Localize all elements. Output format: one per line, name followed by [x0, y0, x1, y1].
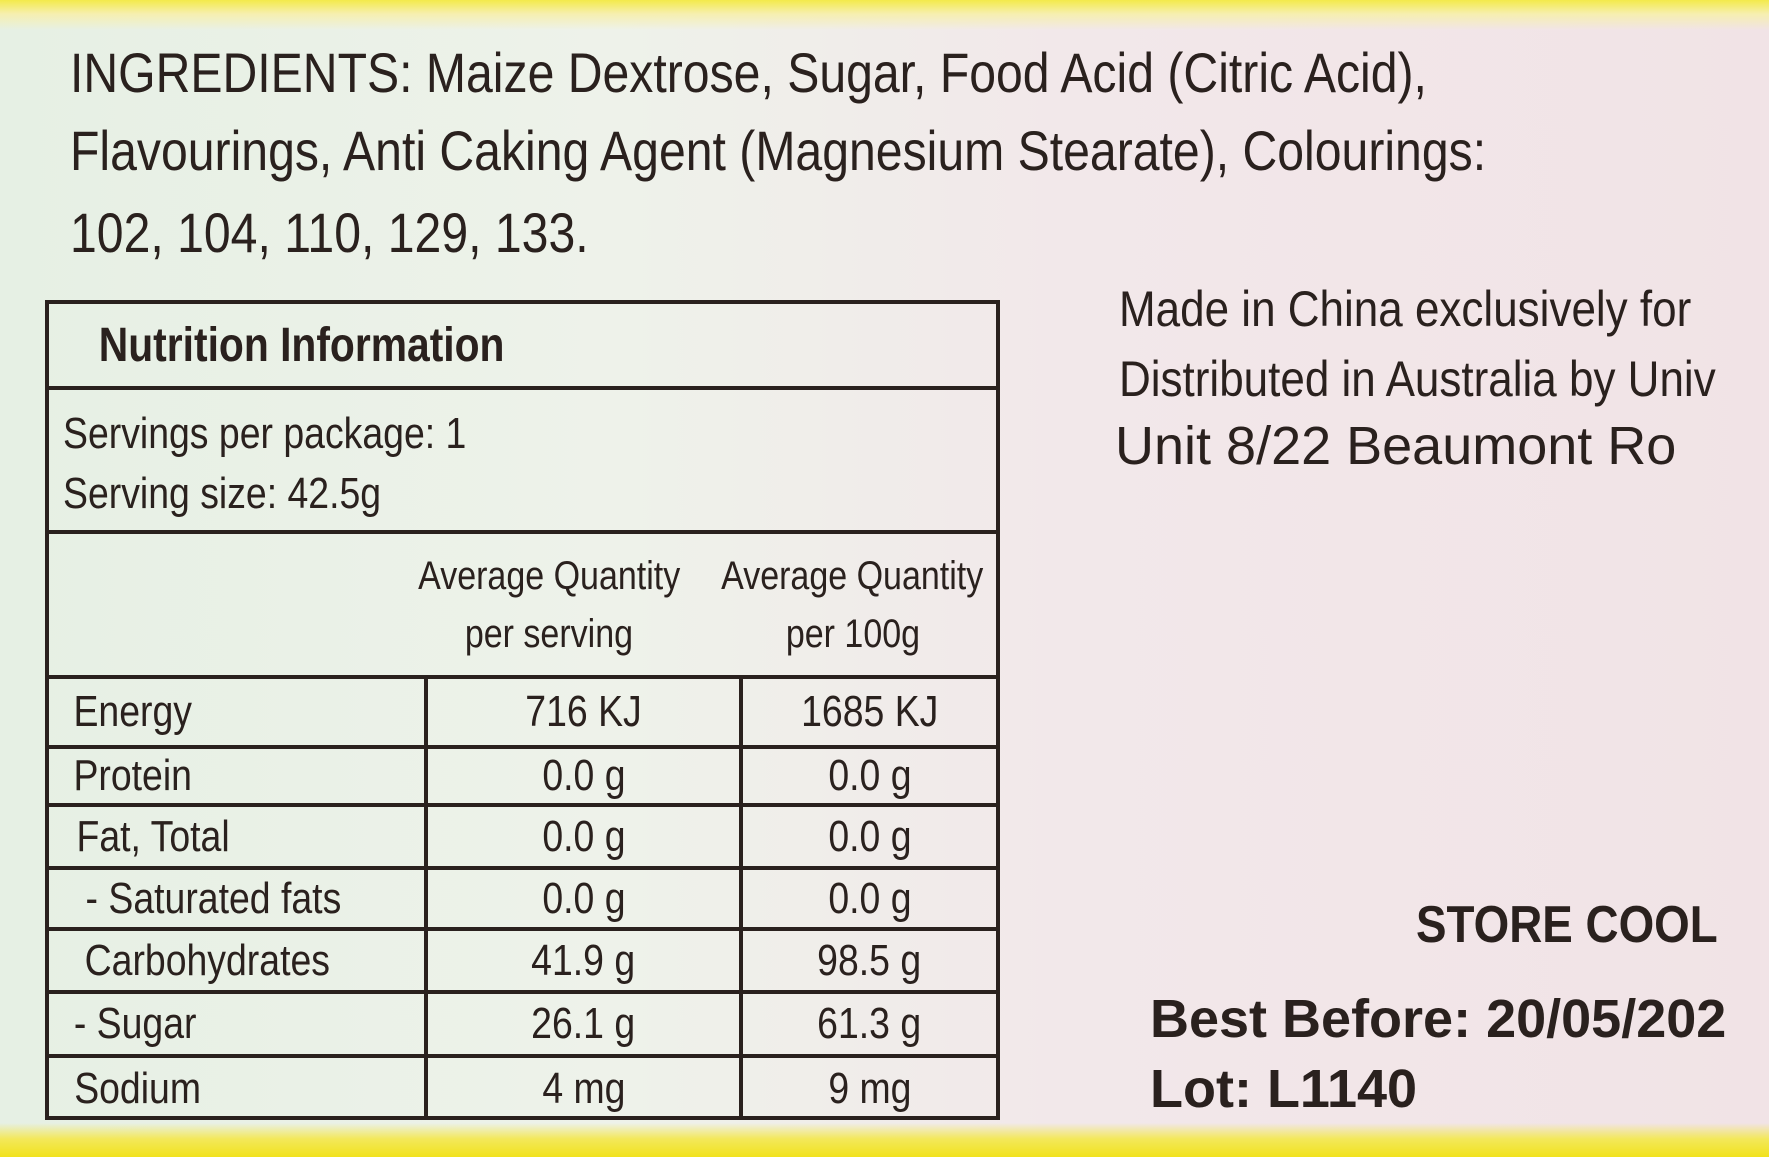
nutrient-label: Carbohydrates	[84, 935, 330, 985]
nutrition-table: Nutrition Information Servings per packa…	[45, 300, 1000, 1120]
per-serving-value: 0.0 g	[541, 751, 626, 800]
per-serving-value: 716 KJ	[525, 687, 642, 736]
nutrition-row: - Saturated fats 0.0 g 0.0 g	[49, 870, 996, 931]
nutrient-label: Sodium	[74, 1064, 201, 1113]
lot-number: Lot: L1140	[1150, 1059, 1418, 1119]
per-100g-value: 0.0 g	[827, 751, 912, 800]
per-100g-value: 1685 KJ	[800, 687, 939, 736]
nutrient-label: Protein	[73, 751, 192, 800]
nutrient-label: - Saturated fats	[85, 873, 342, 923]
servings-per-package: Servings per package: 1	[63, 409, 467, 458]
manufacturer-address: Unit 8/22 Beaumont Ro	[1115, 416, 1677, 476]
per-100g-value: 0.0 g	[827, 873, 912, 923]
storage-instruction: STORE COOL	[1416, 896, 1718, 954]
nutrition-title-row: Nutrition Information	[49, 304, 996, 390]
ingredients-line: Flavourings, Anti Caking Agent (Magnesiu…	[70, 119, 1487, 182]
nutrient-label: Energy	[73, 687, 192, 736]
column-header-row: Average Quantity per serving Average Qua…	[49, 534, 996, 679]
ingredients-line: 102, 104, 110, 129, 133.	[70, 201, 589, 264]
header-per-100g: Average Quantity per 100g	[721, 553, 984, 656]
nutrition-row: Protein 0.0 g 0.0 g	[49, 749, 996, 807]
manufacturer-line: Made in China exclusively for	[1119, 281, 1692, 337]
nutrition-row: - Sugar 26.1 g 61.3 g	[49, 994, 996, 1058]
ingredients-line: INGREDIENTS: Maize Dextrose, Sugar, Food…	[70, 41, 1427, 104]
serving-info-row: Servings per package: 1 Serving size: 42…	[49, 390, 996, 534]
nutrition-row: Sodium 4 mg 9 mg	[49, 1058, 996, 1120]
header-per-serving: Average Quantity per serving	[417, 553, 681, 656]
serving-size: Serving size: 42.5g	[63, 469, 382, 518]
nutrition-row: Carbohydrates 41.9 g 98.5 g	[49, 931, 996, 994]
per-serving-value: 41.9 g	[531, 935, 636, 985]
nutrient-label: Fat, Total	[76, 811, 230, 861]
per-100g-value: 61.3 g	[817, 999, 922, 1048]
nutrition-title: Nutrition Information	[98, 318, 505, 372]
manufacturer-line: Distributed in Australia by Univ	[1119, 351, 1716, 407]
nutrient-label: - Sugar	[73, 999, 197, 1048]
nutrition-row: Energy 716 KJ 1685 KJ	[49, 679, 996, 749]
per-serving-value: 0.0 g	[541, 873, 626, 923]
per-serving-value: 26.1 g	[531, 999, 636, 1048]
per-serving-value: 0.0 g	[541, 811, 626, 861]
per-100g-value: 0.0 g	[827, 811, 912, 861]
nutrition-row: Fat, Total 0.0 g 0.0 g	[49, 807, 996, 870]
best-before-date: Best Before: 20/05/202	[1150, 989, 1727, 1049]
per-serving-value: 4 mg	[541, 1064, 626, 1113]
per-100g-value: 98.5 g	[817, 935, 922, 985]
per-100g-value: 9 mg	[827, 1064, 912, 1113]
